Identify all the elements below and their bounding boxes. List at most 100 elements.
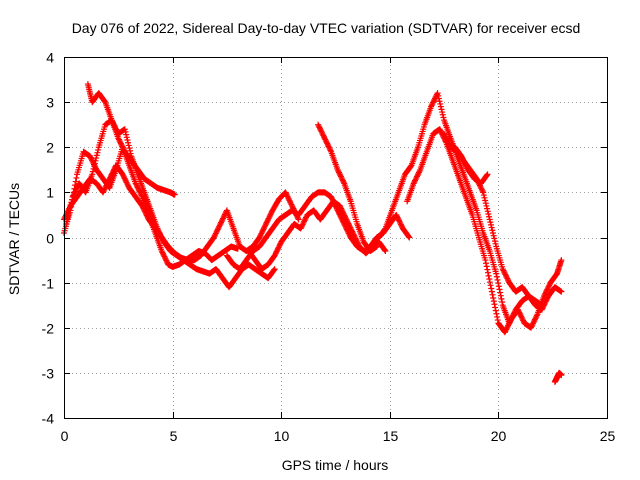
data-point-marker (461, 160, 468, 167)
data-point-marker (120, 172, 127, 179)
data-point-marker (503, 272, 510, 279)
data-point-marker (110, 119, 117, 126)
data-point-marker (415, 170, 422, 177)
data-point-marker (432, 94, 439, 101)
data-point-marker (283, 192, 290, 199)
y-tick-label: 3 (46, 95, 54, 111)
data-point-marker (317, 125, 324, 132)
data-point-marker (444, 137, 451, 144)
data-point-marker (515, 308, 522, 315)
data-point-marker (117, 139, 124, 146)
data-point-marker (493, 273, 500, 280)
data-point-marker (335, 168, 342, 175)
data-point-marker (112, 123, 119, 130)
data-point-marker (531, 316, 538, 323)
data-point-marker (406, 234, 413, 241)
data-point-marker (463, 164, 470, 171)
data-point-marker (288, 201, 295, 208)
data-point-marker (531, 317, 538, 324)
data-point-marker (264, 216, 271, 223)
data-point-marker (219, 215, 226, 222)
data-point-marker (109, 118, 116, 125)
data-point-marker (354, 239, 361, 246)
data-point-marker (139, 204, 146, 211)
data-point-marker (497, 289, 504, 296)
data-point-marker (542, 290, 549, 297)
data-point-marker (496, 286, 503, 293)
data-point-marker (266, 214, 273, 221)
data-point-marker (489, 227, 496, 234)
x-tick-label: 5 (170, 428, 178, 444)
data-point-marker (322, 137, 329, 144)
data-point-marker (405, 233, 412, 240)
x-tick-label: 0 (61, 428, 69, 444)
data-point-marker (514, 306, 521, 313)
y-tick-label: 4 (46, 50, 54, 66)
data-point-marker (353, 236, 360, 243)
data-point-marker (320, 132, 327, 139)
data-point-marker (328, 193, 335, 200)
data-point-marker (546, 282, 553, 289)
x-tick-label: 15 (383, 428, 399, 444)
data-point-marker (505, 321, 512, 328)
data-point-marker (497, 292, 504, 299)
data-point-marker (558, 288, 565, 295)
data-point-marker (108, 171, 115, 178)
data-point-marker (498, 295, 505, 302)
data-point-marker (89, 171, 96, 178)
y-tick-label: -1 (42, 276, 55, 292)
data-point-marker (491, 301, 498, 308)
data-point-marker (500, 267, 507, 274)
data-point-marker (445, 138, 452, 145)
data-point-marker (334, 166, 341, 173)
data-point-marker (216, 223, 223, 230)
data-point-marker (216, 222, 223, 229)
data-point-marker (429, 100, 436, 107)
data-point-marker (299, 221, 306, 228)
data-point-marker (122, 178, 129, 185)
data-point-marker (286, 197, 293, 204)
data-point-marker (395, 217, 402, 224)
data-point-marker (219, 216, 226, 223)
data-point-marker (123, 134, 130, 141)
data-point-marker (319, 131, 326, 138)
data-point-marker (276, 241, 283, 248)
data-point-marker (315, 123, 322, 130)
data-point-marker (491, 235, 498, 242)
data-point-marker (325, 143, 332, 150)
data-point-marker (483, 263, 490, 270)
data-point-marker (65, 206, 72, 213)
data-point-marker (395, 215, 402, 222)
data-point-marker (437, 127, 444, 134)
data-point-marker (272, 249, 279, 256)
data-point-marker (139, 202, 146, 209)
data-point-marker (158, 248, 165, 255)
data-point-marker (478, 186, 485, 193)
data-point-marker (394, 214, 401, 221)
data-point-marker (431, 96, 438, 103)
data-point-marker (558, 372, 565, 379)
data-point-marker (335, 169, 342, 176)
data-point-marker (494, 276, 501, 283)
data-point-marker (107, 173, 114, 180)
data-point-marker (442, 133, 449, 140)
data-point-marker (545, 283, 552, 290)
data-point-marker (488, 224, 495, 231)
data-point-marker (355, 240, 362, 247)
data-point-marker (487, 219, 494, 226)
data-point-marker (140, 205, 147, 212)
data-point-marker (488, 285, 495, 292)
y-axis-ticks: -4 -3 -2 -1 0 1 2 3 4 (42, 50, 607, 427)
data-point-marker (483, 172, 490, 179)
data-point-marker (257, 233, 264, 240)
data-point-marker (337, 204, 344, 211)
data-point-marker (484, 266, 491, 273)
data-point-marker (262, 222, 269, 229)
data-point-marker (347, 224, 354, 231)
data-point-marker (112, 125, 119, 132)
data-point-marker (488, 221, 495, 228)
data-point-marker (482, 200, 489, 207)
data-point-marker (489, 291, 496, 298)
data-point-marker (462, 161, 469, 168)
data-point-marker (544, 285, 551, 292)
